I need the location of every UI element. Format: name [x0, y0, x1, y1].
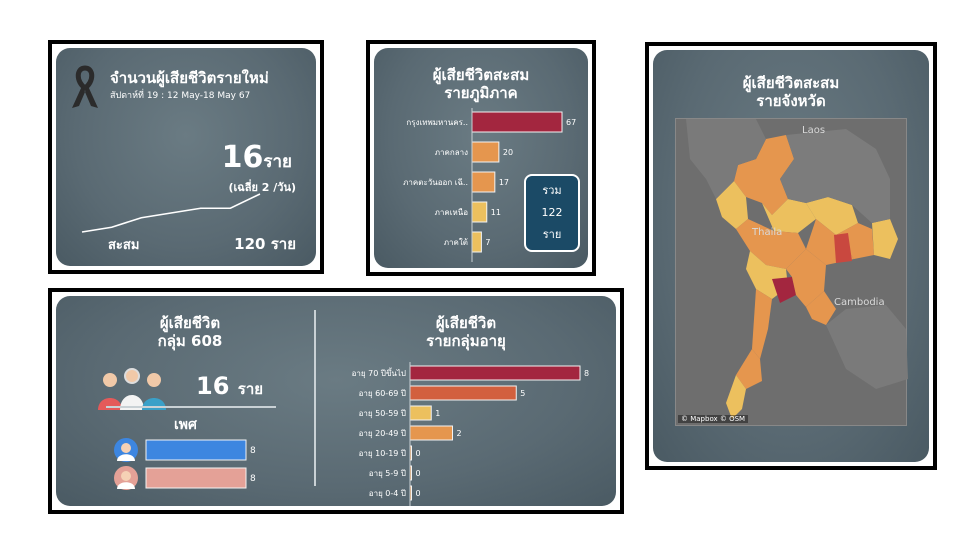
region-title-line2: รายภูมิภาค	[444, 84, 518, 102]
bar[interactable]	[409, 405, 432, 421]
category-label: อายุ 10-19 ปี	[359, 449, 406, 458]
bar[interactable]	[145, 439, 247, 461]
total-unit: ราย	[542, 228, 562, 241]
category-label: อายุ 0-4 ปี	[369, 489, 406, 498]
region-bar-chart: กรุงเทพมหานคร.. 67 ภาคกลาง 20 ภาคตะวันออก เฉ…	[403, 108, 576, 262]
category-label: อายุ 20-49 ปี	[359, 429, 406, 438]
accumulated-unit: ราย	[270, 235, 296, 253]
gender-bar-chart: 88	[114, 438, 256, 490]
trend-sparkline	[81, 193, 261, 233]
new-deaths-title: จำนวนผู้เสียชีวิตรายใหม่	[110, 69, 269, 87]
value-label: 20	[503, 148, 513, 157]
value-label: 8	[584, 369, 589, 378]
group-count-number: 16	[196, 372, 230, 400]
week-subtitle: สัปดาห์ที่ 19 : 12 May-18 May 67	[110, 91, 251, 101]
group-count-unit: ราย	[237, 380, 264, 398]
bar[interactable]	[471, 171, 496, 193]
trend-line	[81, 193, 261, 233]
accumulated-value: 120 ราย	[234, 232, 296, 256]
total-value: 122	[541, 206, 563, 219]
new-deaths-unit: ราย	[263, 152, 292, 172]
province-map-card: ผู้เสียชีวิตสะสม รายจังหวัด	[645, 42, 937, 470]
group-title-line1: ผู้เสียชีวิต	[159, 314, 221, 332]
age-group-title: ผู้เสียชีวิต รายกลุ่มอายุ	[346, 314, 586, 350]
category-label: อายุ 50-59 ปี	[359, 409, 406, 418]
map-label-laos: Laos	[802, 125, 826, 136]
value-label: 17	[499, 178, 509, 187]
category-label: อายุ 5-9 ปี	[369, 469, 406, 478]
map-title: ผู้เสียชีวิตสะสม รายจังหวัด	[653, 74, 929, 110]
total-label: รวม	[542, 184, 562, 197]
age-title-line2: รายกลุ่มอายุ	[426, 332, 506, 350]
value-label: 11	[491, 208, 501, 217]
bar[interactable]	[409, 365, 581, 381]
value-label: 67	[566, 118, 576, 127]
bar[interactable]	[145, 467, 247, 489]
map-title-line2: รายจังหวัด	[756, 92, 826, 110]
map-label-cambodia: Cambodia	[834, 297, 885, 308]
category-label: ภาคตะวันออก เฉี..	[403, 178, 468, 187]
value-label: 2	[457, 429, 462, 438]
vertical-divider	[314, 310, 316, 486]
value-label: 5	[520, 389, 525, 398]
accumulated-label: สะสม	[108, 238, 140, 253]
region-title: ผู้เสียชีวิตสะสม รายภูมิภาค	[374, 66, 588, 102]
new-deaths-value: 16ราย	[222, 140, 292, 175]
age-title-line1: ผู้เสียชีวิต	[435, 314, 497, 332]
value-label: 0	[416, 469, 421, 478]
new-deaths-card: จำนวนผู้เสียชีวิตรายใหม่ สัปดาห์ที่ 19 :…	[48, 40, 324, 274]
bar[interactable]	[471, 141, 500, 163]
map-title-line1: ผู้เสียชีวิตสะสม	[742, 74, 840, 92]
mourning-ribbon-icon	[72, 65, 98, 108]
map-label-thailand: Thaila	[752, 227, 783, 238]
section-divider	[106, 406, 276, 408]
category-label: อายุ 60-69 ปี	[359, 389, 406, 398]
value-label: 8	[250, 474, 256, 484]
bar[interactable]	[471, 201, 488, 223]
category-label: ภาคเหนือ	[435, 208, 469, 217]
daily-average: (เฉลี่ย 2 /วัน)	[228, 181, 296, 194]
new-deaths-number: 16	[221, 140, 264, 175]
region-total-box: รวม 122 ราย	[524, 174, 580, 252]
group-608-title: ผู้เสียชีวิต กลุ่ม 608	[120, 314, 260, 350]
value-label: 1	[435, 409, 440, 418]
thailand-map-shape	[686, 119, 908, 419]
category-label: ภาคใต้	[444, 238, 468, 247]
province-map[interactable]: Laos Thaila Cambodia © Mapbox © OSM	[675, 118, 908, 426]
bar[interactable]	[409, 425, 453, 441]
group-title-line2: กลุ่ม 608	[157, 332, 223, 350]
value-label: 0	[416, 489, 421, 498]
value-label: 0	[416, 449, 421, 458]
value-label: 8	[250, 446, 256, 456]
region-title-line1: ผู้เสียชีวิตสะสม	[432, 66, 530, 84]
category-label: ภาคกลาง	[435, 148, 468, 157]
bar[interactable]	[471, 231, 482, 253]
category-label: อายุ 70 ปีขึ้นไป	[352, 367, 406, 378]
bar[interactable]	[471, 111, 563, 133]
bar[interactable]	[409, 385, 517, 401]
region-card: ผู้เสียชีวิตสะสม รายภูมิภาค กรุงเทพมหานค…	[366, 40, 596, 276]
accumulated-number: 120	[234, 235, 266, 253]
category-label: กรุงเทพมหานคร..	[406, 118, 468, 127]
value-label: 7	[485, 238, 490, 247]
group-608-count: 16 ราย	[196, 372, 263, 401]
gender-title: เพศ	[174, 417, 197, 433]
age-bar-chart: อายุ 70 ปีขึ้นไป 8 อายุ 60-69 ปี 5 อายุ 50-5…	[352, 362, 589, 506]
map-attribution[interactable]: © Mapbox © OSM	[678, 415, 749, 423]
